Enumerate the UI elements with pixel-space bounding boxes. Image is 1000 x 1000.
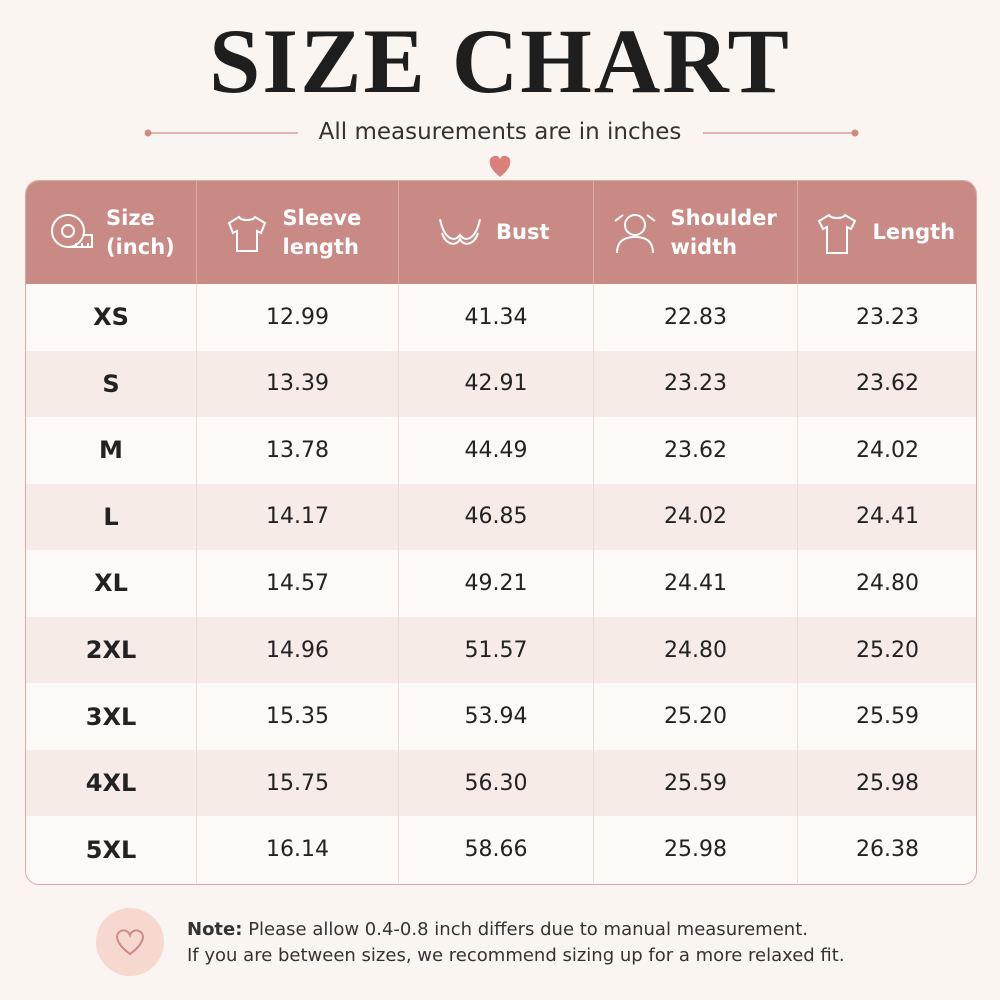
row-bg	[26, 749, 976, 817]
measurement: 25.20	[594, 683, 798, 750]
measurement: 24.02	[798, 417, 976, 484]
row-bg	[26, 616, 976, 684]
size-label: XS	[26, 284, 197, 351]
subtitle: All measurements are in inches	[318, 119, 682, 145]
note-line: If you are between sizes, we recommend s…	[187, 945, 845, 966]
measurement: 14.17	[197, 483, 399, 551]
measurement: 25.20	[798, 617, 976, 684]
measurement: 13.78	[197, 417, 399, 484]
measurement: 26.38	[798, 816, 976, 883]
row-bg	[26, 550, 976, 617]
size-label: 2XL	[26, 616, 197, 684]
size-label: S	[26, 350, 197, 418]
measurement: 44.49	[399, 417, 594, 484]
measurement: 49.21	[399, 550, 594, 617]
measurement: 23.62	[594, 417, 798, 484]
measurement: 25.98	[594, 816, 798, 883]
measurement: 25.59	[798, 683, 976, 750]
measurement: 53.94	[399, 683, 594, 750]
measurement: 14.96	[197, 616, 399, 684]
size-label: XL	[26, 550, 197, 617]
note-line: Note: Please allow 0.4-0.8 inch differs …	[187, 919, 808, 940]
column-header: Sleeve length	[282, 205, 362, 259]
note-icon	[96, 908, 164, 976]
column-header: Shoulder width	[670, 205, 777, 259]
measurement: 24.80	[798, 550, 976, 617]
size-table: Size (inch) Sleeve length Bust Shoulder wid…	[25, 180, 977, 885]
header-cell: Length	[798, 181, 976, 284]
measurement: 23.23	[798, 284, 976, 351]
measurement: 24.41	[594, 550, 798, 617]
column-header: Bust	[496, 220, 550, 244]
header-cell: Shoulder width	[594, 181, 798, 284]
measurement: 41.34	[399, 284, 594, 351]
size-label: 4XL	[26, 749, 197, 817]
measurement: 24.41	[798, 484, 976, 551]
measurement: 24.80	[594, 616, 798, 684]
measurement: 24.02	[594, 483, 798, 551]
note-text: Please allow 0.4-0.8 inch differs due to…	[248, 919, 808, 940]
measurement: 12.99	[197, 284, 399, 351]
measurement: 16.14	[197, 816, 399, 883]
row-bg	[26, 417, 976, 484]
measurement: 56.30	[399, 749, 594, 817]
measurement: 25.98	[798, 750, 976, 817]
size-label: 5XL	[26, 816, 197, 883]
measurement: 25.59	[594, 749, 798, 817]
measurement: 13.39	[197, 350, 399, 418]
column-icon	[439, 218, 481, 245]
row-bg	[26, 284, 976, 351]
column-icon	[817, 213, 856, 254]
measurement: 15.75	[197, 749, 399, 817]
row-bg	[26, 483, 976, 551]
row-bg	[26, 350, 976, 418]
measurement: 14.57	[197, 550, 399, 617]
measurement: 42.91	[399, 350, 594, 418]
measurement: 22.83	[594, 284, 798, 351]
measurement: 23.23	[594, 350, 798, 418]
measurement: 58.66	[399, 816, 594, 883]
title: SIZE CHART	[209, 10, 791, 112]
row-bg	[26, 683, 976, 750]
measurement: 46.85	[399, 483, 594, 551]
size-label: M	[26, 417, 197, 484]
row-bg	[26, 816, 976, 883]
header-cell: Size (inch)	[26, 181, 197, 284]
measurement: 23.62	[798, 351, 976, 418]
decor	[144, 129, 859, 177]
column-icon	[51, 213, 93, 248]
header-cell: Sleeve length	[197, 181, 399, 284]
measurement: 51.57	[399, 616, 594, 684]
header-cell: Bust	[399, 181, 594, 284]
size-label: 3XL	[26, 683, 197, 750]
note-label: Note:	[187, 919, 243, 940]
size-label: L	[26, 483, 197, 551]
column-icon	[227, 215, 266, 252]
measurement: 15.35	[197, 683, 399, 750]
column-header: Length	[872, 220, 956, 244]
column-header: Size (inch)	[106, 205, 175, 259]
column-icon	[613, 213, 656, 253]
